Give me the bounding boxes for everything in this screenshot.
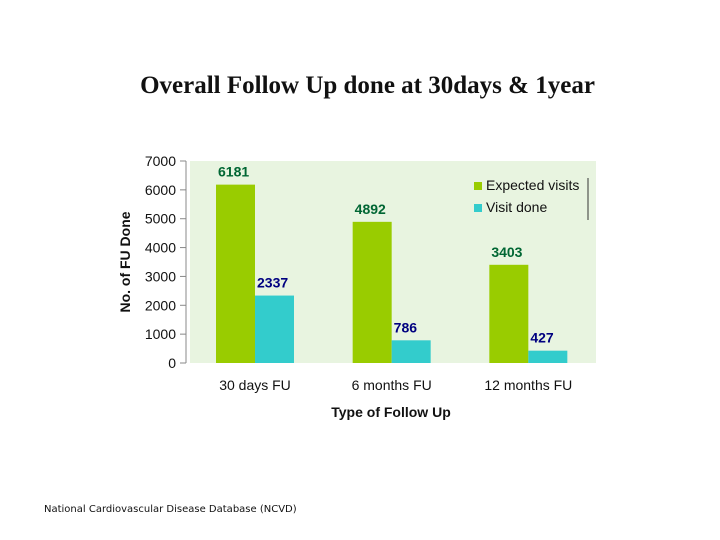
y-tick-label: 3000 (145, 268, 176, 284)
x-axis-title: Type of Follow Up (331, 404, 451, 420)
x-category-label: 12 months FU (484, 377, 572, 393)
bar-visit-done (528, 350, 568, 363)
x-category-label: 6 months FU (352, 377, 432, 393)
bar-visit-done (255, 295, 294, 363)
y-axis: 0 1000 2000 3000 4000 5000 6000 7000 (145, 153, 187, 371)
y-tick-label: 2000 (145, 297, 176, 313)
slide-title: Overall Follow Up done at 30days & 1year (140, 72, 595, 99)
legend-swatch (474, 204, 482, 212)
y-tick-label: 6000 (145, 182, 176, 198)
y-tick-label: 7000 (145, 153, 176, 169)
legend-label: Visit done (486, 199, 547, 215)
bar-expected-visits (216, 184, 255, 363)
y-tick-label: 4000 (145, 240, 176, 256)
bar-expected-visits (489, 264, 529, 363)
y-axis-title: No. of FU Done (117, 211, 133, 312)
data-label: 3403 (491, 244, 522, 260)
y-tick-label: 0 (168, 355, 176, 371)
bar-expected-visits (352, 221, 392, 363)
x-axis-labels: 30 days FU 6 months FU 12 months FU (219, 377, 572, 393)
legend: Expected visits Visit done (474, 177, 589, 220)
source-footnote: National Cardiovascular Disease Database… (44, 504, 297, 515)
data-label: 786 (394, 319, 418, 335)
data-label: 2337 (257, 275, 288, 291)
y-tick-label: 1000 (145, 326, 176, 342)
legend-swatch (474, 182, 482, 190)
data-label: 6181 (218, 164, 249, 180)
x-category-label: 30 days FU (219, 377, 291, 393)
bar-visit-done (391, 340, 431, 363)
bars-group: 6181 2337 4892 786 3403 427 (216, 164, 568, 363)
legend-label: Expected visits (486, 177, 579, 193)
data-label: 4892 (355, 201, 386, 217)
data-label: 427 (530, 330, 554, 346)
y-tick-label: 5000 (145, 211, 176, 227)
